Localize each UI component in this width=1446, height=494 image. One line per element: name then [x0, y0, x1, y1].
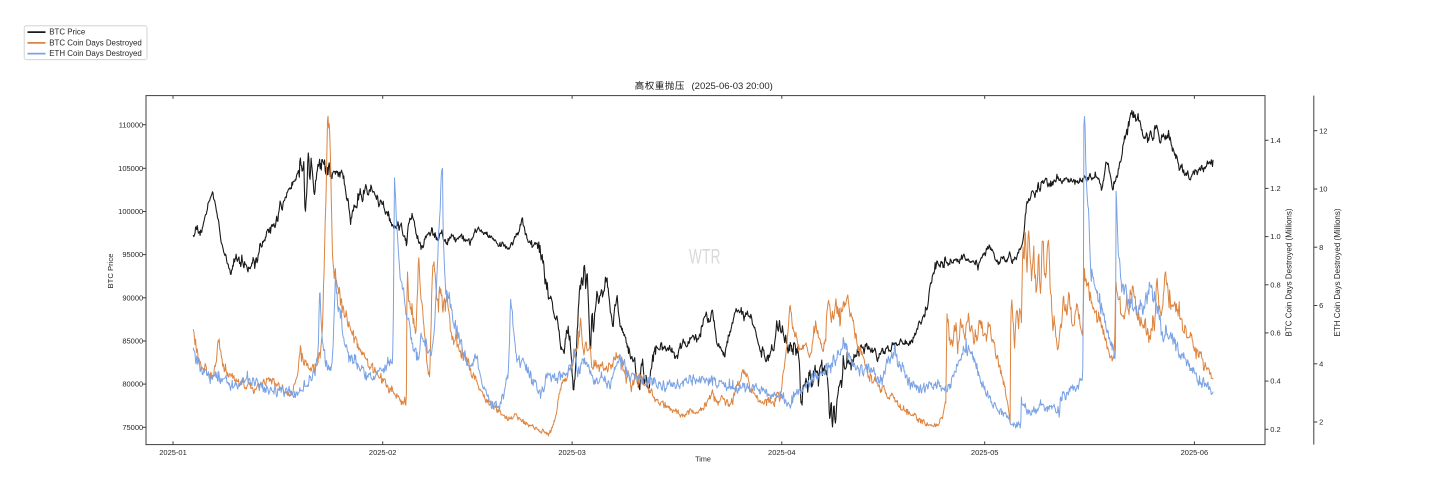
svg-text:0.2: 0.2 [1270, 425, 1280, 434]
svg-text:BTC Coin Days Destroyed (Milli: BTC Coin Days Destroyed (Millions) [1285, 208, 1294, 336]
svg-text:0.6: 0.6 [1270, 329, 1280, 338]
svg-text:WTR: WTR [689, 244, 721, 268]
svg-text:0.8: 0.8 [1270, 280, 1280, 289]
svg-text:BTC Price: BTC Price [49, 28, 86, 37]
svg-text:2025-06: 2025-06 [1181, 448, 1209, 457]
svg-text:8: 8 [1319, 243, 1323, 252]
svg-text:90000: 90000 [122, 293, 143, 302]
svg-text:12: 12 [1319, 126, 1327, 135]
svg-text:2025-01: 2025-01 [159, 448, 187, 457]
svg-text:ETH Coin Days Destroyed: ETH Coin Days Destroyed [49, 49, 142, 58]
svg-text:85000: 85000 [122, 337, 143, 346]
svg-text:1.0: 1.0 [1270, 232, 1280, 241]
svg-text:2025-05: 2025-05 [971, 448, 999, 457]
svg-text:BTC Coin Days Destroyed: BTC Coin Days Destroyed [49, 39, 142, 48]
svg-text:1.4: 1.4 [1270, 136, 1280, 145]
svg-text:(2025-06-03 20:00): (2025-06-03 20:00) [692, 81, 773, 92]
svg-text:2025-04: 2025-04 [768, 448, 796, 457]
svg-text:2025-03: 2025-03 [558, 448, 586, 457]
svg-text:100000: 100000 [118, 207, 143, 216]
svg-text:4: 4 [1319, 359, 1323, 368]
svg-text:2025-02: 2025-02 [369, 448, 397, 457]
svg-text:2: 2 [1319, 418, 1323, 427]
svg-text:0.4: 0.4 [1270, 377, 1280, 386]
svg-text:BTC Price: BTC Price [106, 253, 115, 288]
svg-text:1.2: 1.2 [1270, 184, 1280, 193]
svg-text:80000: 80000 [122, 380, 143, 389]
svg-text:105000: 105000 [118, 164, 143, 173]
svg-text:110000: 110000 [119, 120, 143, 129]
svg-text:Time: Time [695, 455, 711, 464]
svg-text:95000: 95000 [122, 250, 143, 259]
svg-text:ETH Coin Days Destroyed (Milli: ETH Coin Days Destroyed (Millions) [1333, 208, 1342, 336]
svg-text:10: 10 [1319, 185, 1327, 194]
svg-text:6: 6 [1319, 301, 1323, 310]
svg-text:75000: 75000 [122, 423, 143, 432]
